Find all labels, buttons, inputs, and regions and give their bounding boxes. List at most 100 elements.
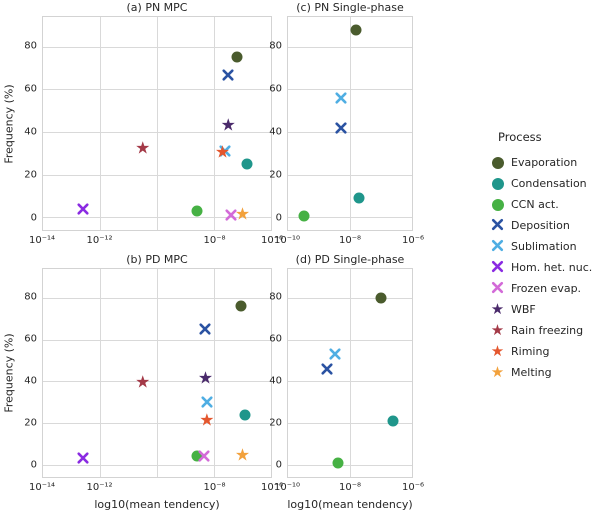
legend-label: Rain freezing <box>511 324 584 337</box>
legend-entry-deposition: Deposition <box>488 215 600 236</box>
point-deposition <box>222 68 235 81</box>
y-axis-ticks: 0 20 40 60 80 <box>11 268 37 478</box>
y-tick-label: 0 <box>275 212 282 224</box>
plot-area: ★ ★ ★ ★ <box>42 268 272 478</box>
gridline-vertical <box>157 17 158 230</box>
legend-title: Process <box>498 130 542 144</box>
star-marker-icon: ★ <box>490 321 505 339</box>
x-marker-icon <box>490 237 505 256</box>
y-tick-label: 0 <box>275 459 282 471</box>
legend-label: Riming <box>511 345 550 358</box>
gridline-horizontal <box>288 464 412 466</box>
y-tick-label: 20 <box>24 417 37 429</box>
y-tick-label: 80 <box>24 291 37 303</box>
point-melting: ★ <box>234 204 251 225</box>
point-frozen-evap <box>198 450 211 463</box>
y-tick-label: 0 <box>30 459 37 471</box>
legend-entry-melting: ★ Melting <box>488 362 600 383</box>
subplot-pd-single-phase: (d) PD Single-phase 0 20 40 60 80 10⁻¹⁰ 10⁻⁸ 1… <box>269 253 424 511</box>
legend-label: Frozen evap. <box>511 282 582 295</box>
x-marker-icon <box>490 279 505 298</box>
gridline-horizontal <box>288 381 412 383</box>
point-hom-het-nuc <box>76 452 89 465</box>
legend-entry-frozen-evap: Frozen evap. <box>488 278 600 299</box>
legend-label: Hom. het. nuc. <box>511 261 593 274</box>
point-ccn-act <box>191 205 203 217</box>
point-sublimation <box>219 145 232 158</box>
gridline-horizontal <box>43 422 271 424</box>
x-tick-label: 10⁻⁸ <box>203 235 226 246</box>
gridline-horizontal <box>43 46 271 48</box>
subplot-title: (b) PD MPC <box>126 253 188 266</box>
y-tick-label: 60 <box>269 83 282 95</box>
point-riming: ★ <box>199 410 215 431</box>
y-tick-label: 40 <box>24 126 37 138</box>
gridline-horizontal <box>288 174 412 176</box>
point-deposition <box>320 362 333 375</box>
x-axis-label: log10(mean tendency) <box>94 498 220 511</box>
y-tick-label: 80 <box>269 40 282 52</box>
gridline-horizontal <box>288 46 412 48</box>
y-tick-label: 60 <box>24 333 37 345</box>
y-tick-label: 20 <box>269 169 282 181</box>
gridline-horizontal <box>288 89 412 91</box>
gridline-horizontal <box>288 339 412 341</box>
x-axis-ticks: 10⁻¹⁴ 10⁻¹² 10⁻⁸ 10⁻⁶ <box>29 482 283 496</box>
point-evaporation <box>350 24 362 36</box>
x-tick-label: 10⁻¹⁰ <box>273 235 301 246</box>
point-condensation <box>241 158 253 170</box>
legend-entry-sublimation: Sublimation <box>488 236 600 257</box>
x-axis-ticks: 10⁻¹⁰ 10⁻⁸ 10⁻⁶ <box>274 482 424 496</box>
plot-area <box>287 268 413 478</box>
gridline-vertical <box>214 17 215 230</box>
legend-entry-evaporation: Evaporation <box>488 152 600 173</box>
plot-area: ★ ★ ★ ★ <box>42 16 272 231</box>
x-tick-label: 10⁻⁸ <box>203 482 226 493</box>
point-condensation <box>387 415 399 427</box>
y-axis-ticks: 0 20 40 60 80 <box>11 16 37 231</box>
plot-area <box>287 16 413 231</box>
legend-label: Deposition <box>511 219 570 232</box>
point-rain-freezing: ★ <box>135 372 151 393</box>
gridline-vertical <box>350 17 351 230</box>
x-tick-label: 10⁻⁶ <box>401 235 425 246</box>
point-ccn-act <box>332 457 344 469</box>
x-tick-label: 10⁻⁶ <box>401 482 425 493</box>
point-hom-het-nuc <box>76 202 89 215</box>
legend-entry-rain-freezing: ★ Rain freezing <box>488 320 600 341</box>
point-ccn-act <box>298 210 309 222</box>
point-evaporation <box>231 51 243 63</box>
y-tick-label: 40 <box>24 375 37 387</box>
x-tick-label: 10⁻¹² <box>86 482 113 493</box>
y-axis-ticks: 0 20 40 60 80 <box>256 16 282 231</box>
point-wbf: ★ <box>220 115 236 136</box>
x-tick-label: 10⁻⁸ <box>338 482 362 493</box>
point-riming: ★ <box>214 142 231 163</box>
circle-marker-icon <box>490 177 505 190</box>
gridline-vertical <box>157 269 158 477</box>
y-tick-label: 20 <box>24 169 37 181</box>
x-tick-label: 10⁻⁶ <box>260 482 284 493</box>
x-axis-ticks: 10⁻¹⁴ 10⁻¹² 10⁻⁸ 10⁻⁶ <box>29 235 283 249</box>
point-condensation <box>353 192 365 204</box>
y-tick-label: 20 <box>269 417 282 429</box>
legend-label: CCN act. <box>511 198 559 211</box>
legend-label: Melting <box>511 366 552 379</box>
x-axis-label: log10(mean tendency) <box>287 498 413 511</box>
x-tick-label: 10⁻¹² <box>86 235 113 246</box>
point-sublimation <box>334 91 347 104</box>
y-tick-label: 80 <box>24 40 37 52</box>
gridline-horizontal <box>43 217 271 219</box>
legend-entries: Evaporation Condensation CCN act. Depositio… <box>488 152 600 383</box>
legend: Process Evaporation Condensation CCN act. D… <box>488 130 600 383</box>
subplot-pn-mpc: (a) PN MPC Frequency (%) ★ ★ ★ ★ 0 20 40 60 80 … <box>3 1 284 246</box>
gridline-horizontal <box>43 381 271 383</box>
star-marker-icon: ★ <box>490 300 505 318</box>
point-melting: ★ <box>234 445 251 466</box>
x-marker-icon <box>490 258 505 277</box>
gridline-horizontal <box>43 298 271 300</box>
x-tick-label: 10⁻⁸ <box>338 235 362 246</box>
y-tick-label: 60 <box>24 83 37 95</box>
point-evaporation <box>375 292 387 304</box>
